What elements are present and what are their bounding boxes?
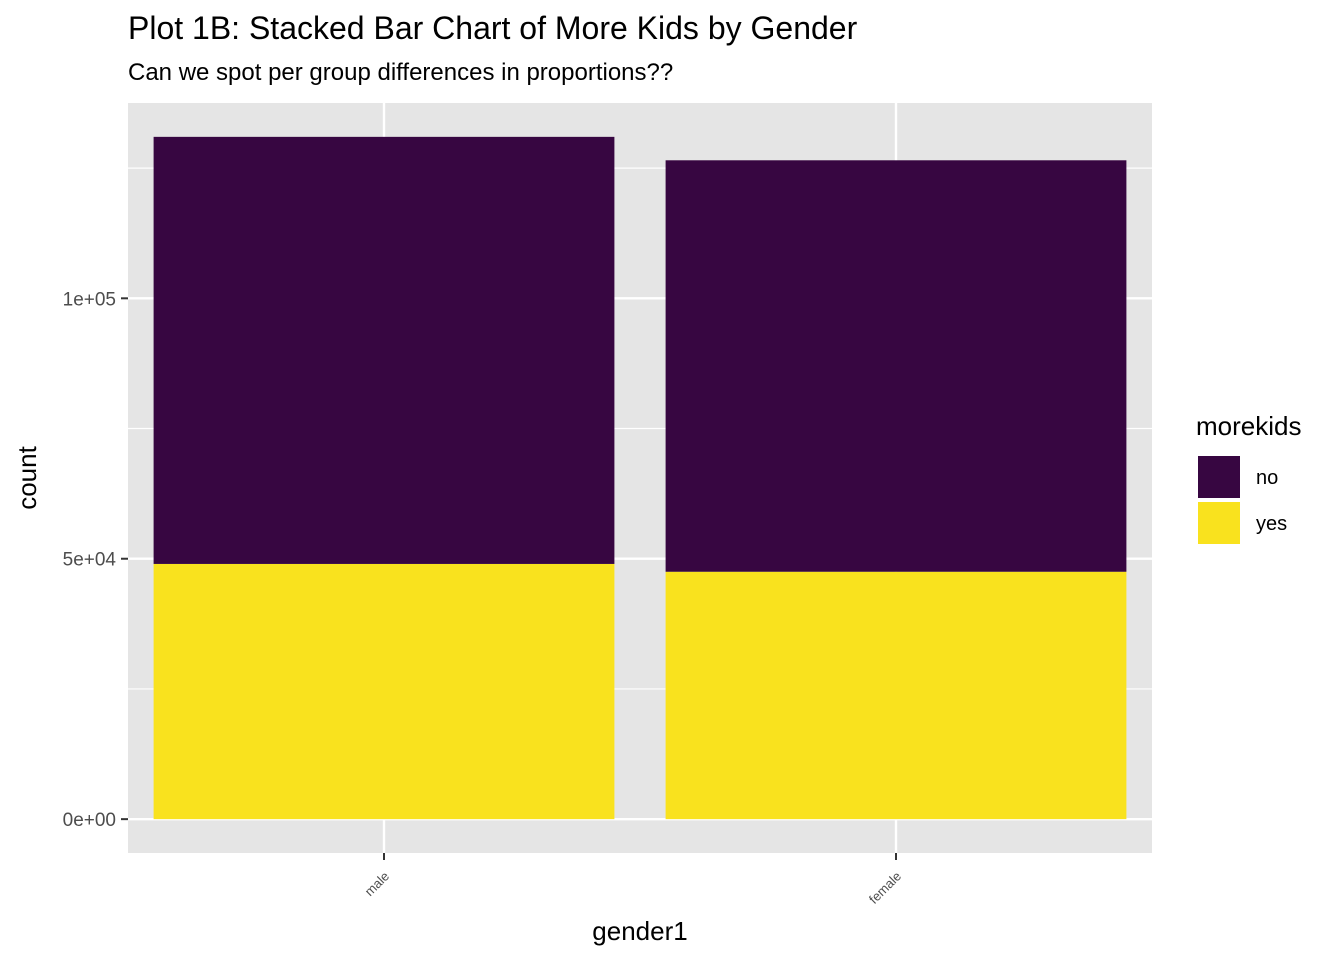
y-tick-label: 5e+04 — [63, 550, 117, 571]
legend-key-yes — [1196, 500, 1242, 546]
y-axis-label: count — [12, 445, 42, 509]
x-tick-label: female — [866, 869, 904, 907]
y-tick-label: 1e+05 — [63, 289, 116, 310]
legend-label-no: no — [1256, 467, 1278, 489]
legend: morekids no yes — [1196, 411, 1301, 546]
x-tick-label: male — [362, 869, 393, 900]
bar-male-no — [153, 136, 615, 564]
bar-layer — [153, 136, 1127, 820]
bar-male-yes — [153, 563, 615, 820]
legend-title: morekids — [1196, 411, 1301, 441]
chart-subtitle: Can we spot per group differences in pro… — [128, 59, 674, 86]
chart-title: Plot 1B: Stacked Bar Chart of More Kids … — [128, 10, 858, 46]
y-tick-label: 0e+00 — [63, 810, 116, 831]
bar-female-yes — [665, 571, 1127, 820]
bar-female-no — [665, 160, 1127, 572]
legend-key-no — [1196, 454, 1242, 500]
x-axis-label: gender1 — [592, 916, 687, 946]
legend-label-yes: yes — [1256, 513, 1287, 535]
